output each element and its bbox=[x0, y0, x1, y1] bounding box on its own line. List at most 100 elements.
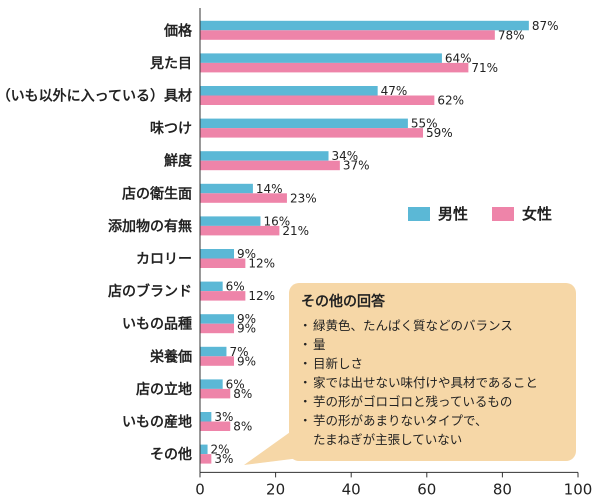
data-label: 7% bbox=[229, 345, 248, 359]
bar-female bbox=[200, 388, 231, 399]
x-tick-label: 40 bbox=[342, 480, 361, 498]
bar-female bbox=[200, 421, 231, 431]
callout-item-text: 家では出せない味付けや具材であること bbox=[313, 375, 538, 390]
legend: 男性 女性 bbox=[408, 203, 568, 224]
category-label: その他 bbox=[150, 446, 192, 463]
bar-female bbox=[200, 95, 435, 105]
data-label: 9% bbox=[237, 247, 256, 261]
data-label: 6% bbox=[226, 280, 245, 294]
data-label: 12% bbox=[248, 257, 275, 271]
legend-swatch-female bbox=[492, 206, 515, 221]
bars-group bbox=[200, 20, 529, 464]
bar-male bbox=[200, 183, 253, 194]
callout-item: 量 bbox=[299, 335, 566, 354]
callout-item: 目新しさ bbox=[299, 354, 566, 373]
data-label: 3% bbox=[214, 452, 233, 466]
legend-item-male: 男性 bbox=[408, 203, 468, 224]
legend-swatch-male bbox=[408, 206, 430, 221]
labels-group: 価格 87% 78% 見た目 64%71% （いも以外に入っている）具材 47% 62% 味つけ… bbox=[0, 19, 559, 466]
category-label: 栄養価 bbox=[149, 348, 192, 365]
data-label: 6% bbox=[226, 377, 245, 391]
bar-female bbox=[200, 30, 495, 40]
callout-item-continuation: たまねぎが主張していない bbox=[313, 432, 463, 447]
bar-male bbox=[200, 412, 212, 422]
callout-item-text: 緑黄色、たんぱく質などのバランス bbox=[313, 318, 513, 333]
bar-female bbox=[200, 193, 287, 203]
bar-male bbox=[200, 118, 408, 129]
data-label: 21% bbox=[282, 224, 309, 238]
callout-item-text: 目新しさ bbox=[313, 356, 364, 371]
data-label: 71% bbox=[471, 61, 498, 75]
data-label: 55% bbox=[411, 117, 438, 131]
data-label: 3% bbox=[214, 410, 233, 424]
data-label: 59% bbox=[426, 126, 453, 140]
data-label: 12% bbox=[248, 289, 275, 303]
callout-item-text: 量 bbox=[313, 337, 326, 352]
category-label: 店のブランド bbox=[108, 283, 192, 300]
category-label: 見た目 bbox=[149, 56, 192, 72]
data-label: 87% bbox=[532, 19, 559, 33]
data-label: 14% bbox=[256, 182, 283, 196]
bar-female bbox=[200, 62, 469, 73]
data-label: 62% bbox=[437, 94, 464, 108]
category-label: 添加物の有無 bbox=[108, 218, 192, 235]
category-label: 価格 bbox=[163, 22, 193, 39]
legend-label-male: 男性 bbox=[438, 205, 469, 223]
data-label: 16% bbox=[263, 214, 290, 228]
bar-male bbox=[200, 379, 223, 389]
data-label: 8% bbox=[233, 387, 252, 401]
bar-male bbox=[200, 249, 235, 259]
data-label: 34% bbox=[332, 149, 359, 163]
category-label: 店の衛生面 bbox=[122, 185, 192, 202]
bar-male bbox=[200, 53, 442, 63]
data-label: 9% bbox=[237, 354, 256, 368]
bar-female bbox=[200, 258, 246, 268]
x-tick-label: 100 bbox=[564, 480, 593, 498]
category-label: いもの品種 bbox=[122, 316, 192, 333]
category-label: カロリー bbox=[136, 252, 192, 268]
data-label: 37% bbox=[343, 159, 370, 173]
bar-male bbox=[200, 314, 235, 324]
callout-item: 家では出せない味付けや具材であること bbox=[299, 373, 566, 392]
legend-label-female: 女性 bbox=[522, 205, 553, 223]
callout-item: 芋の形がゴロゴロと残っているもの bbox=[299, 392, 566, 411]
callout-item: 緑黄色、たんぱく質などのバランス bbox=[299, 316, 566, 335]
bar-female bbox=[200, 160, 340, 171]
bar-male bbox=[200, 86, 378, 96]
data-label: 47% bbox=[381, 84, 408, 98]
callout-item-text: 芋の形があまりないタイプで、 bbox=[313, 413, 488, 428]
data-label: 9% bbox=[237, 322, 256, 336]
data-label: 78% bbox=[498, 28, 525, 42]
bar-female bbox=[200, 356, 235, 366]
data-label: 9% bbox=[237, 312, 256, 326]
bar-male bbox=[200, 216, 261, 226]
callout-item-text: 芋の形がゴロゴロと残っているもの bbox=[313, 394, 513, 409]
x-tick-label: 0 bbox=[195, 480, 205, 498]
category-label: 味つけ bbox=[150, 121, 192, 137]
bar-female bbox=[200, 454, 212, 464]
category-label: （いも以外に入っている）具材 bbox=[0, 88, 192, 105]
bar-male bbox=[200, 151, 329, 161]
category-label: いもの産地 bbox=[122, 414, 192, 431]
callout-item: 芋の形があまりないタイプで、たまねぎが主張していない bbox=[299, 411, 566, 449]
category-label: 店の立地 bbox=[136, 381, 192, 398]
callout-title: その他の回答 bbox=[301, 294, 385, 310]
bar-male bbox=[200, 20, 529, 31]
data-label: 8% bbox=[233, 420, 252, 434]
other-answers-callout: その他の回答 緑黄色、たんぱく質などのバランス量目新しさ家では出せない味付けや具… bbox=[289, 283, 576, 461]
bar-female bbox=[200, 128, 424, 138]
legend-item-female: 女性 bbox=[492, 203, 552, 224]
axis-group: 0 20 40 60 80 100 bbox=[195, 8, 592, 498]
x-tick-label: 20 bbox=[266, 480, 285, 498]
bar-female bbox=[200, 225, 280, 236]
bar-female bbox=[200, 291, 246, 301]
bar-male bbox=[200, 281, 223, 292]
category-label: 鮮度 bbox=[164, 153, 193, 170]
x-tick-label: 60 bbox=[417, 480, 436, 498]
bar-male bbox=[200, 346, 227, 357]
callout-list: 緑黄色、たんぱく質などのバランス量目新しさ家では出せない味付けや具材であること芋… bbox=[299, 316, 566, 449]
data-label: 64% bbox=[445, 51, 472, 65]
data-label: 23% bbox=[290, 191, 317, 205]
